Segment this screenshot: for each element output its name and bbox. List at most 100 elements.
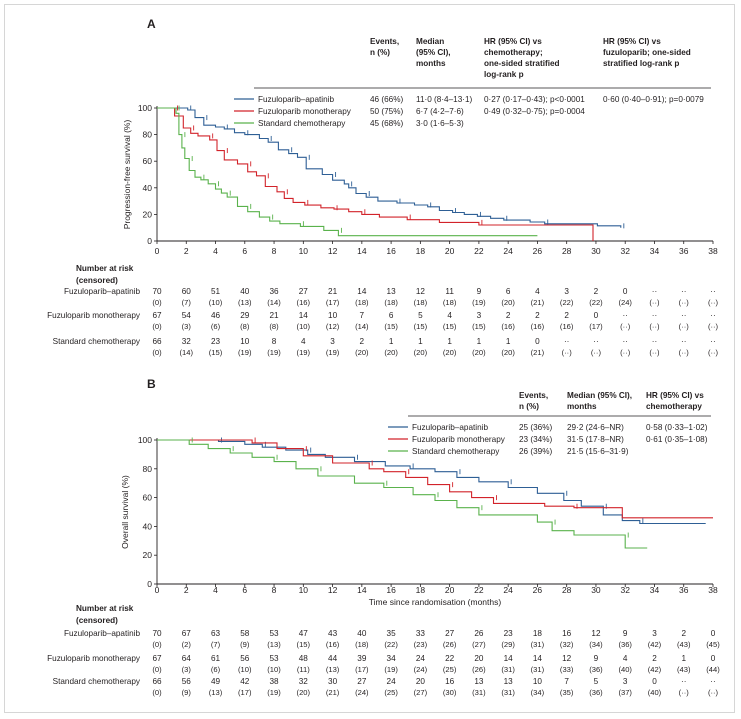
panel-b-risk-count: 38 bbox=[269, 677, 279, 686]
panel-a-risk-censored: (16) bbox=[560, 322, 574, 331]
panel-b-x-tick-label: 34 bbox=[650, 585, 660, 595]
panel-b-x-tick-label: 0 bbox=[155, 585, 160, 595]
panel-b-y-axis-label: Overall survival (%) bbox=[120, 475, 130, 549]
panel-b-x-tick-label: 30 bbox=[591, 585, 601, 595]
panel-b-risk-censored: (43) bbox=[677, 640, 691, 649]
panel-b-risk-censored: (9) bbox=[182, 688, 192, 697]
panel-b-risk-censored: (43) bbox=[677, 665, 691, 674]
panel-a-risk-censored: (18) bbox=[384, 298, 398, 307]
panel-b-risk-censored: (33) bbox=[560, 665, 574, 674]
panel-b-risk-count: 27 bbox=[445, 629, 455, 638]
panel-a-table-header: (95% CI), bbox=[416, 48, 451, 57]
panel-b-risk-censored: (44) bbox=[706, 665, 720, 674]
panel-a-risk-censored: (21) bbox=[531, 348, 545, 357]
panel-a-risk-censored: (14) bbox=[180, 348, 194, 357]
panel-b-risk-row-label: Fuzuloparib monotherapy bbox=[47, 654, 141, 663]
panel-a-table-header: n (%) bbox=[370, 48, 390, 57]
panel-b-risk-count: 14 bbox=[533, 654, 543, 663]
panel-b-table-header: Median (95% CI), bbox=[567, 391, 632, 400]
panel-b-risk-count: 10 bbox=[533, 677, 543, 686]
panel-a-legend-value: 0·60 (0·40–0·91); p=0·0079 bbox=[603, 95, 704, 104]
panel-b-legend-label: Fuzuloparib monotherapy bbox=[412, 435, 506, 444]
panel-a-risk-count: 32 bbox=[182, 337, 192, 346]
panel-a-series-0-curve bbox=[157, 107, 622, 228]
panel-b-risk-censored: (27) bbox=[472, 640, 486, 649]
panel-b-risk-censored: (40) bbox=[618, 665, 632, 674]
panel-b-risk-count: 61 bbox=[211, 654, 221, 663]
panel-a-risk-censored: (22) bbox=[589, 298, 603, 307]
panel-b-risk-censored: (36) bbox=[589, 688, 603, 697]
panel-a-y-tick-label: 20 bbox=[143, 209, 153, 219]
panel-a-risk-count: 6 bbox=[389, 311, 394, 320]
panel-b-x-tick-label: 8 bbox=[272, 585, 277, 595]
panel-a-x-tick-label: 6 bbox=[242, 246, 247, 256]
panel-a-risk-censored: (19) bbox=[472, 298, 486, 307]
panel-b-y-tick-label: 0 bbox=[147, 579, 152, 589]
panel-b-risk-count: 35 bbox=[387, 629, 397, 638]
panel-b-risk-censored: (36) bbox=[589, 665, 603, 674]
panel-a-risk-count: 10 bbox=[240, 337, 250, 346]
panel-b-x-tick-label: 24 bbox=[503, 585, 513, 595]
panel-b-risk-censored: (15) bbox=[297, 640, 311, 649]
panel-a-risk-count: 5 bbox=[418, 311, 423, 320]
panel-a-risk-censored: (18) bbox=[414, 298, 428, 307]
panel-a-risk-count: 3 bbox=[330, 337, 335, 346]
panel-a-risk-censored: (24) bbox=[618, 298, 632, 307]
panel-b-risk-censored: (17) bbox=[238, 688, 252, 697]
panel-b-risk-censored: (16) bbox=[326, 640, 340, 649]
panel-b-risk-censored: (34) bbox=[589, 640, 603, 649]
panel-b-risk-count: 32 bbox=[299, 677, 309, 686]
panel-a-risk-count: 66 bbox=[152, 337, 162, 346]
panel-a-x-tick-label: 4 bbox=[213, 246, 218, 256]
panel-a-risk-censored: (··) bbox=[708, 348, 719, 357]
panel-b-x-tick-label: 2 bbox=[184, 585, 189, 595]
panel-a-risk-censored: (6) bbox=[211, 322, 221, 331]
panel-a-risk-count: 1 bbox=[389, 337, 394, 346]
panel-a-risk-censored: (10) bbox=[209, 298, 223, 307]
panel-b-risk-count: 4 bbox=[623, 654, 628, 663]
panel-a-risk-count: 60 bbox=[182, 287, 192, 296]
panel-a-series-2-curve bbox=[157, 107, 538, 237]
panel-a-table-header: Median bbox=[416, 37, 444, 46]
panel-b-risk-censored: (31) bbox=[501, 688, 515, 697]
panel-a-series-1-curve bbox=[157, 107, 594, 241]
panel-b-risk-censored: (24) bbox=[355, 688, 369, 697]
panel-b-risk-count: ·· bbox=[710, 677, 715, 686]
panel-b-legend-label: Fuzuloparib–apatinib bbox=[412, 423, 488, 432]
panel-a-risk-censored: (··) bbox=[708, 322, 719, 331]
panel-a-risk-count: ·· bbox=[622, 311, 627, 320]
panel-b-risk-censored: (25) bbox=[384, 688, 398, 697]
panel-b-risk-count: 23 bbox=[504, 629, 514, 638]
panel-a-risk-count: 1 bbox=[447, 337, 452, 346]
panel-b-risk-censored: (3) bbox=[182, 665, 192, 674]
panel-b-risk-censored: (31) bbox=[531, 665, 545, 674]
panel-a-risk-count: 27 bbox=[299, 287, 309, 296]
panel-a-risk-count: 14 bbox=[299, 311, 309, 320]
panel-a-risk-censored: (··) bbox=[679, 322, 690, 331]
panel-a-x-tick-label: 24 bbox=[503, 246, 513, 256]
panel-a-legend-value: 11·0 (8·4–13·1) bbox=[416, 95, 473, 104]
panel-b-risk-count: 18 bbox=[533, 629, 543, 638]
panel-a-risk-censored: (··) bbox=[708, 298, 719, 307]
panel-b-risk-censored: (45) bbox=[706, 640, 720, 649]
panel-b-risk-count: 7 bbox=[564, 677, 569, 686]
panel-a-risk-count: ·· bbox=[652, 337, 657, 346]
panel-a-risk-count: 10 bbox=[328, 311, 338, 320]
panel-a-risk-censored: (7) bbox=[182, 298, 192, 307]
panel-b-risk-count: 13 bbox=[504, 677, 514, 686]
panel-b-risk-count: 3 bbox=[652, 629, 657, 638]
panel-a-y-tick-label: 80 bbox=[143, 130, 153, 140]
panel-b-table-header: months bbox=[567, 402, 597, 411]
panel-b-risk-count: 9 bbox=[594, 654, 599, 663]
panel-a-risk-censored: (15) bbox=[384, 322, 398, 331]
panel-a-x-tick-label: 14 bbox=[357, 246, 367, 256]
panel-b-risk-count: 24 bbox=[387, 677, 397, 686]
panel-b-risk-count: 0 bbox=[652, 677, 657, 686]
panel-a-risk-count: 23 bbox=[211, 337, 221, 346]
panel-a-y-tick-label: 60 bbox=[143, 156, 153, 166]
panel-b-legend-value: 26 (39%) bbox=[519, 447, 552, 456]
panel-b-risk-censored: (22) bbox=[384, 640, 398, 649]
panel-b-risk-heading: Number at risk bbox=[76, 604, 134, 613]
panel-a-risk-count: 1 bbox=[506, 337, 511, 346]
panel-a-risk-count: 14 bbox=[357, 287, 367, 296]
